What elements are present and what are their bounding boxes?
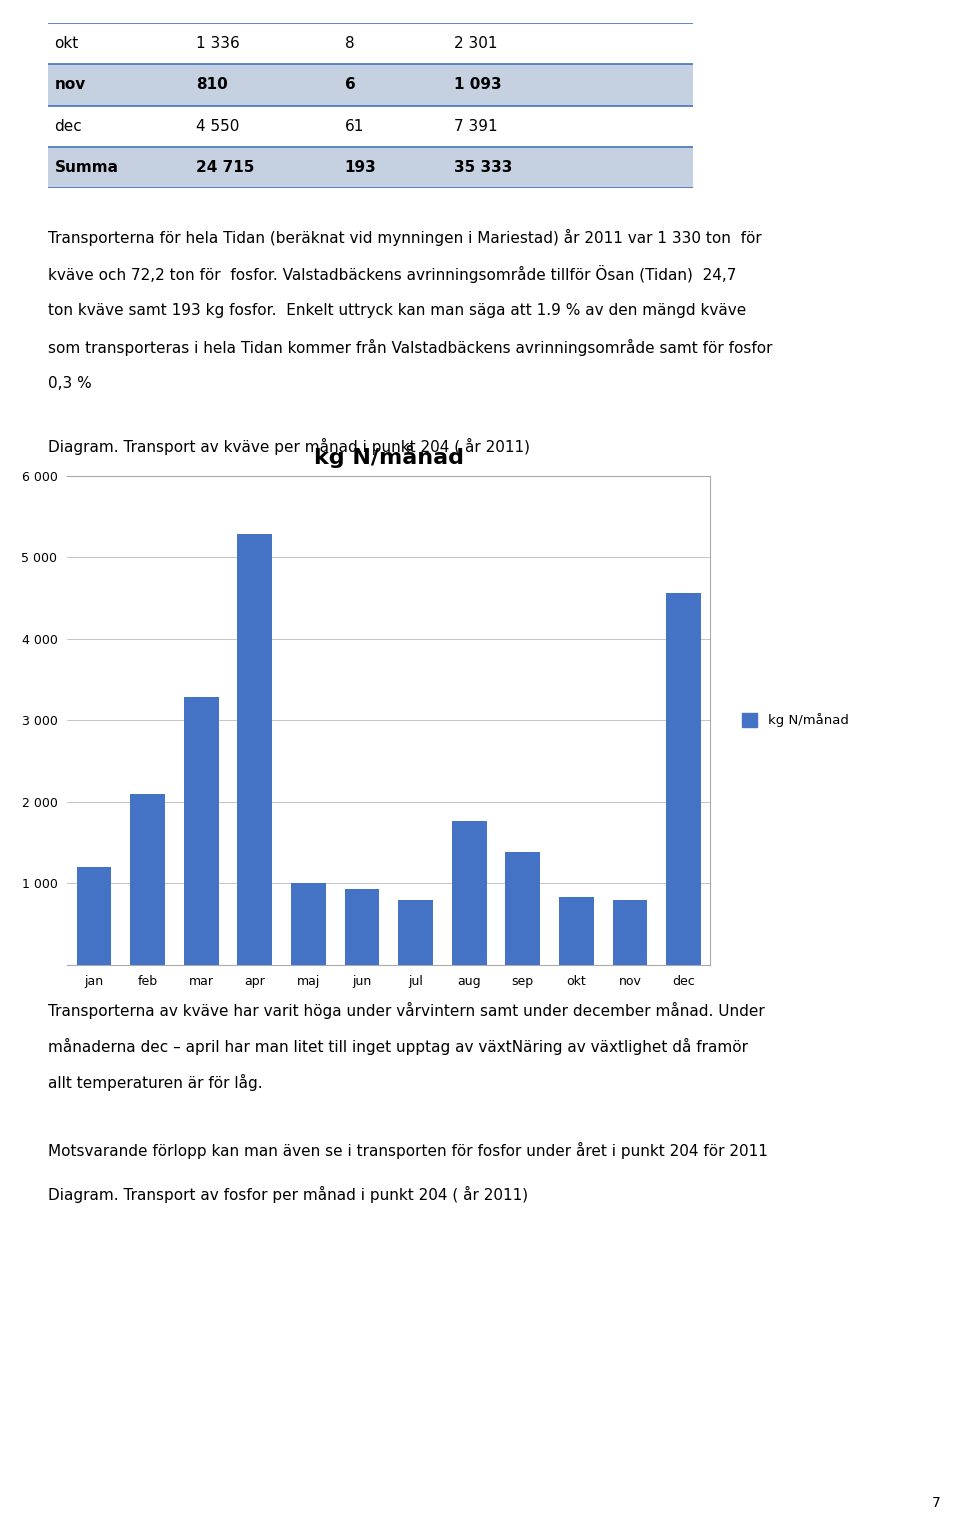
Text: Transporterna för hela Tidan (beräknat vid mynningen i Mariestad) år 2011 var 1 : Transporterna för hela Tidan (beräknat v… bbox=[48, 228, 761, 246]
Text: okt: okt bbox=[55, 37, 79, 50]
Bar bbox=[237, 534, 273, 965]
Text: månaderna dec – april har man litet till inget upptag av växtNäring av växtlighe: månaderna dec – april har man litet till… bbox=[48, 1038, 748, 1055]
Title: kg N/månad: kg N/månad bbox=[314, 445, 464, 468]
Bar bbox=[398, 901, 433, 965]
Bar bbox=[666, 593, 701, 965]
Text: 1 336: 1 336 bbox=[196, 37, 240, 50]
Text: Diagram. Transport av kväve per månad i punkt 204 ( år 2011): Diagram. Transport av kväve per månad i … bbox=[48, 437, 530, 456]
Text: Summa: Summa bbox=[55, 161, 118, 174]
Bar bbox=[291, 884, 325, 965]
Text: 1 093: 1 093 bbox=[454, 78, 502, 92]
Bar bbox=[505, 852, 540, 965]
Text: Transporterna av kväve har varit höga under vårvintern samt under december månad: Transporterna av kväve har varit höga un… bbox=[48, 1001, 765, 1018]
Bar bbox=[77, 867, 111, 965]
Text: 2 301: 2 301 bbox=[454, 37, 497, 50]
Legend: kg N/månad: kg N/månad bbox=[736, 708, 854, 732]
Text: 35 333: 35 333 bbox=[454, 161, 513, 174]
Text: som transporteras i hela Tidan kommer från Valstadbäckens avrinningsområde samt : som transporteras i hela Tidan kommer fr… bbox=[48, 338, 773, 356]
Bar bbox=[48, 106, 693, 147]
Text: ton kväve samt 193 kg fosfor.  Enkelt uttryck kan man säga att 1.9 % av den mäng: ton kväve samt 193 kg fosfor. Enkelt utt… bbox=[48, 303, 746, 318]
Text: Motsvarande förlopp kan man även se i transporten för fosfor under året i punkt : Motsvarande förlopp kan man även se i tr… bbox=[48, 1142, 768, 1159]
Bar bbox=[345, 888, 379, 965]
Bar bbox=[183, 697, 219, 965]
Text: 810: 810 bbox=[196, 78, 228, 92]
Text: kväve och 72,2 ton för  fosfor. Valstadbäckens avrinningsområde tillför Ösan (Ti: kväve och 72,2 ton för fosfor. Valstadbä… bbox=[48, 265, 736, 283]
Text: Diagram. Transport av fosfor per månad i punkt 204 ( år 2011): Diagram. Transport av fosfor per månad i… bbox=[48, 1185, 528, 1203]
Text: 0,3 %: 0,3 % bbox=[48, 376, 92, 391]
Text: 6: 6 bbox=[345, 78, 355, 92]
Bar bbox=[612, 899, 647, 965]
Text: 7 391: 7 391 bbox=[454, 119, 498, 133]
Text: 7: 7 bbox=[932, 1495, 941, 1511]
Text: 24 715: 24 715 bbox=[196, 161, 254, 174]
Bar bbox=[48, 147, 693, 188]
Text: 61: 61 bbox=[345, 119, 364, 133]
Bar bbox=[452, 821, 487, 965]
Text: allt temperaturen är för låg.: allt temperaturen är för låg. bbox=[48, 1075, 263, 1092]
Bar bbox=[48, 23, 693, 64]
Text: nov: nov bbox=[55, 78, 85, 92]
Text: 193: 193 bbox=[345, 161, 376, 174]
Bar bbox=[559, 898, 594, 965]
Text: dec: dec bbox=[55, 119, 83, 133]
Text: 8: 8 bbox=[345, 37, 354, 50]
Bar bbox=[48, 64, 693, 106]
Text: 4 550: 4 550 bbox=[196, 119, 240, 133]
Bar bbox=[131, 794, 165, 965]
